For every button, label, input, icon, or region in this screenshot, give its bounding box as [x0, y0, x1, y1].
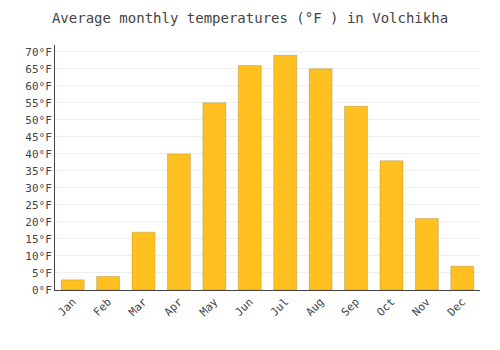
svg-text:30°F: 30°F: [25, 182, 52, 195]
svg-text:Aug: Aug: [303, 296, 326, 319]
svg-text:20°F: 20°F: [25, 216, 52, 229]
svg-text:Jun: Jun: [233, 296, 256, 319]
svg-text:70°F: 70°F: [25, 46, 52, 59]
svg-text:Jan: Jan: [55, 296, 78, 319]
svg-text:55°F: 55°F: [25, 97, 52, 110]
svg-text:50°F: 50°F: [25, 114, 52, 127]
svg-text:15°F: 15°F: [25, 233, 52, 246]
svg-text:5°F: 5°F: [32, 267, 52, 280]
svg-text:10°F: 10°F: [25, 250, 52, 263]
svg-text:Nov: Nov: [410, 295, 434, 319]
svg-text:Average monthly temperatures (: Average monthly temperatures (°F ) in Vo…: [52, 10, 448, 26]
svg-text:35°F: 35°F: [25, 165, 52, 178]
svg-text:Feb: Feb: [91, 296, 114, 319]
svg-text:0°F: 0°F: [32, 284, 52, 297]
svg-text:Apr: Apr: [162, 295, 186, 319]
svg-text:45°F: 45°F: [25, 131, 52, 144]
svg-text:40°F: 40°F: [25, 148, 52, 161]
svg-text:25°F: 25°F: [25, 199, 52, 212]
svg-text:Oct: Oct: [374, 296, 397, 319]
svg-text:65°F: 65°F: [25, 63, 52, 76]
svg-text:Mar: Mar: [126, 295, 150, 319]
svg-text:Jul: Jul: [268, 296, 291, 319]
svg-text:May: May: [197, 295, 221, 319]
svg-text:60°F: 60°F: [25, 80, 52, 93]
svg-text:Dec: Dec: [445, 296, 468, 319]
svg-text:Sep: Sep: [339, 296, 362, 319]
